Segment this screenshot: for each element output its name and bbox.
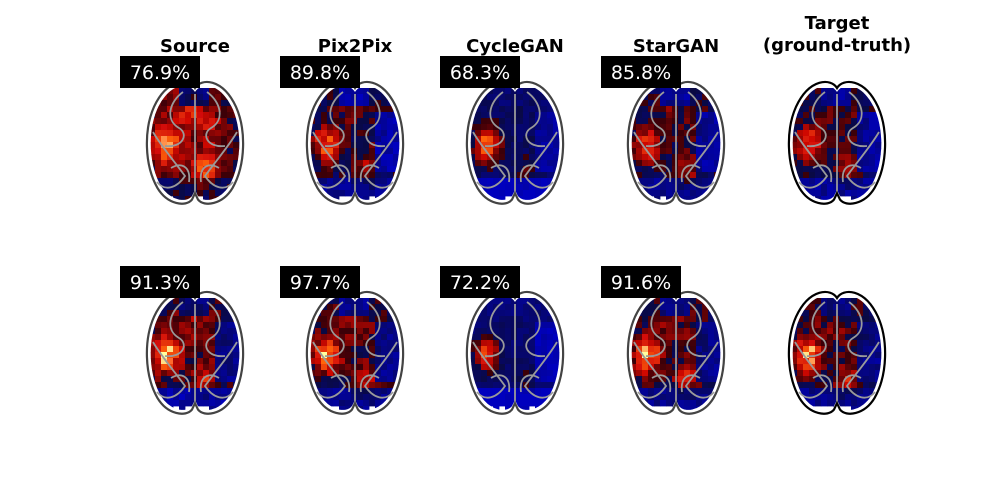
brain-outline: [145, 80, 245, 205]
brain-panel-row0-col2: 68.3%: [440, 56, 565, 205]
anatomical-contours: [794, 91, 880, 192]
anatomical-contours: [152, 91, 238, 192]
brain-outline: [626, 290, 726, 415]
anatomical-contours: [633, 301, 719, 402]
score-label: 68.3%: [450, 62, 510, 84]
score-box: [120, 266, 200, 298]
score-box: [440, 56, 520, 88]
anatomical-contours: [312, 301, 398, 402]
score-box: [280, 56, 360, 88]
column-title-2-line-0: CycleGAN: [466, 36, 564, 57]
score-label: 85.8%: [611, 62, 671, 84]
brain-panel-row0-col0: 76.9%: [120, 56, 245, 205]
brain-outline: [626, 80, 726, 205]
score-label: 91.6%: [611, 272, 671, 294]
brain-outline: [787, 290, 887, 415]
column-title-4-line-0: Target: [805, 13, 870, 34]
column-title-4-line-1: (ground-truth): [763, 35, 911, 56]
column-title-0-line-0: Source: [160, 36, 230, 57]
column-title-3-line-0: StarGAN: [633, 36, 719, 57]
brain-panel-row1-col0: 91.3%: [120, 266, 245, 415]
brain-outline: [465, 80, 565, 205]
brain-panel-row1-col1: 97.7%: [280, 266, 405, 415]
brain-outline: [305, 80, 405, 205]
anatomical-contours: [472, 301, 558, 402]
score-box: [440, 266, 520, 298]
brain-panel-row0-col1: 89.8%: [280, 56, 405, 205]
score-label: 76.9%: [130, 62, 190, 84]
score-label: 72.2%: [450, 272, 510, 294]
score-label: 91.3%: [130, 272, 190, 294]
column-title-1-line-0: Pix2Pix: [318, 36, 393, 57]
brain-panel-row1-col4: [787, 290, 887, 415]
anatomical-contours: [312, 91, 398, 192]
brain-panel-row0-col4: [787, 80, 887, 205]
score-box: [280, 266, 360, 298]
score-label: 89.8%: [290, 62, 350, 84]
anatomical-contours: [794, 301, 880, 402]
anatomical-contours: [633, 91, 719, 192]
score-box: [120, 56, 200, 88]
anatomical-contours: [152, 301, 238, 402]
score-box: [601, 266, 681, 298]
brain-outline: [465, 290, 565, 415]
brain-outline: [145, 290, 245, 415]
anatomical-contours: [472, 91, 558, 192]
brain-panel-row0-col3: 85.8%: [601, 56, 726, 205]
brain-outline: [787, 80, 887, 205]
score-label: 97.7%: [290, 272, 350, 294]
score-box: [601, 56, 681, 88]
brain-outline: [305, 290, 405, 415]
brain-panel-row1-col2: 72.2%: [440, 266, 565, 415]
brain-panel-row1-col3: 91.6%: [601, 266, 726, 415]
